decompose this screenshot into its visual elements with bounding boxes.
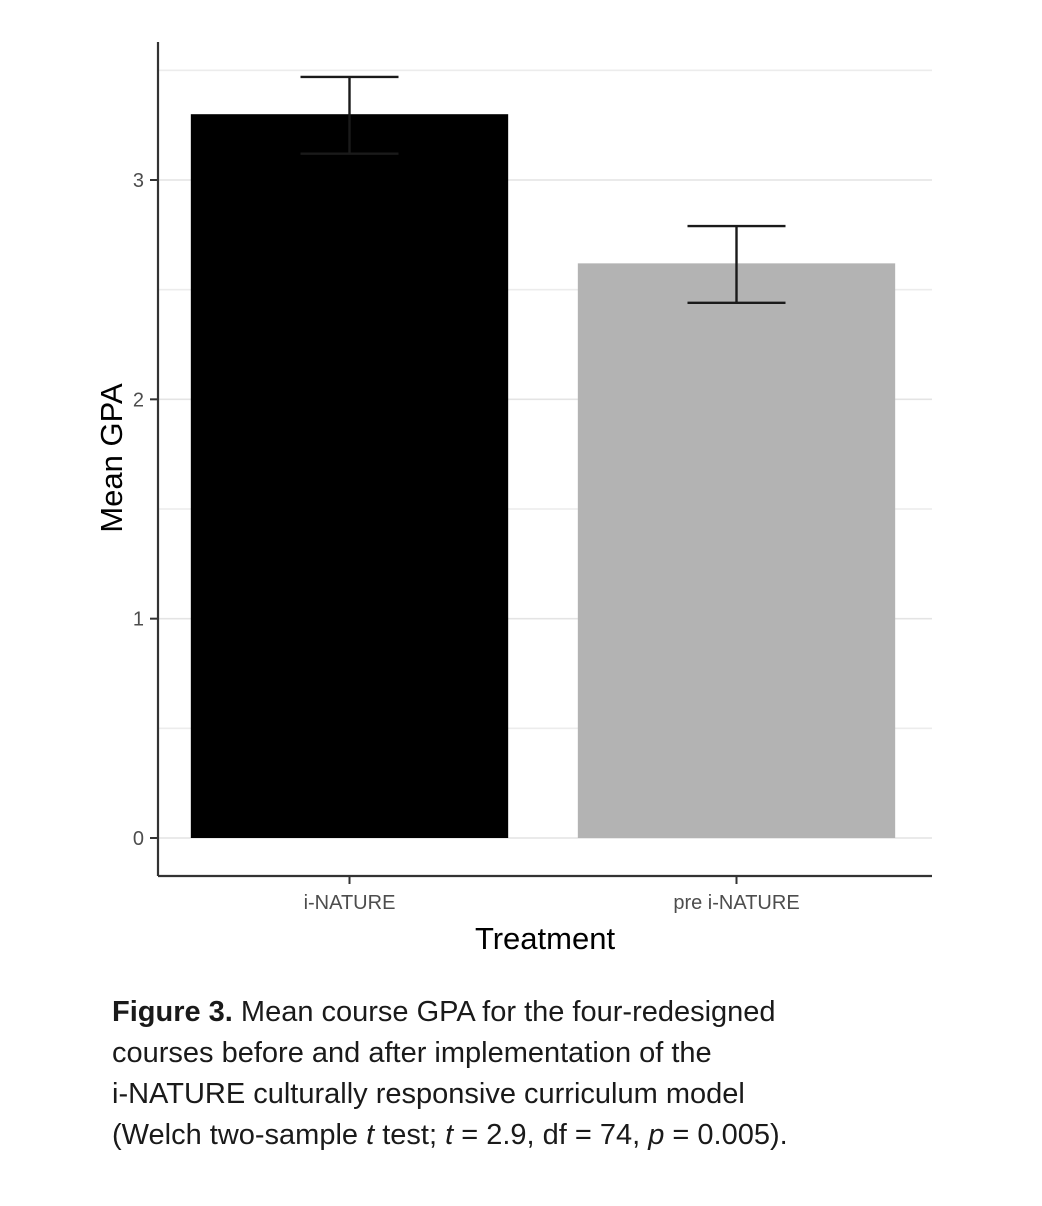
x-axis-title: Treatment [475,921,616,956]
caption-italic-t: t [366,1119,375,1151]
figure-caption: Figure 3. Mean course GPA for the four-r… [112,992,972,1156]
caption-line-1: Figure 3. Mean course GPA for the four-r… [112,992,972,1033]
error-bar [687,224,786,305]
x-ticks: i-NATURE pre i-NATURE [304,876,800,914]
y-ticks: 0 1 2 3 [133,170,158,850]
caption-text: (Welch two-sample [112,1119,367,1151]
error-bar [300,75,399,155]
y-axis-title: Mean GPA [94,383,129,533]
caption-text: test; [374,1119,446,1151]
caption-text: = 0.005). [664,1119,788,1151]
bar-i-nature [190,114,509,838]
caption-text: = 2.9, df = 74, [453,1119,649,1151]
x-tick-label: pre i-NATURE [673,892,799,914]
error-bars [300,75,786,305]
caption-figure-label: Figure 3. [112,996,233,1028]
caption-line-4: (Welch two-sample t test; t = 2.9, df = … [112,1115,972,1156]
caption-line-2: courses before and after implementation … [112,1037,712,1069]
caption-italic-p: p [648,1119,665,1151]
bars [190,114,896,838]
caption-text: Mean course GPA for the four-redesigned [232,996,776,1028]
bar-pre-i-nature [577,263,896,838]
y-tick-label: 1 [133,609,144,631]
caption-italic-t-stat: t [445,1119,454,1151]
bar-chart: 0 1 2 3 i-NATURE pre i-NATURE Mean GPA Treat… [94,42,932,956]
y-tick-label: 3 [133,170,144,192]
y-tick-label: 0 [133,828,144,850]
x-tick-label: i-NATURE [304,892,396,914]
caption-line-3: i-NATURE culturally responsive curriculu… [112,1078,745,1110]
y-tick-label: 2 [133,389,144,411]
